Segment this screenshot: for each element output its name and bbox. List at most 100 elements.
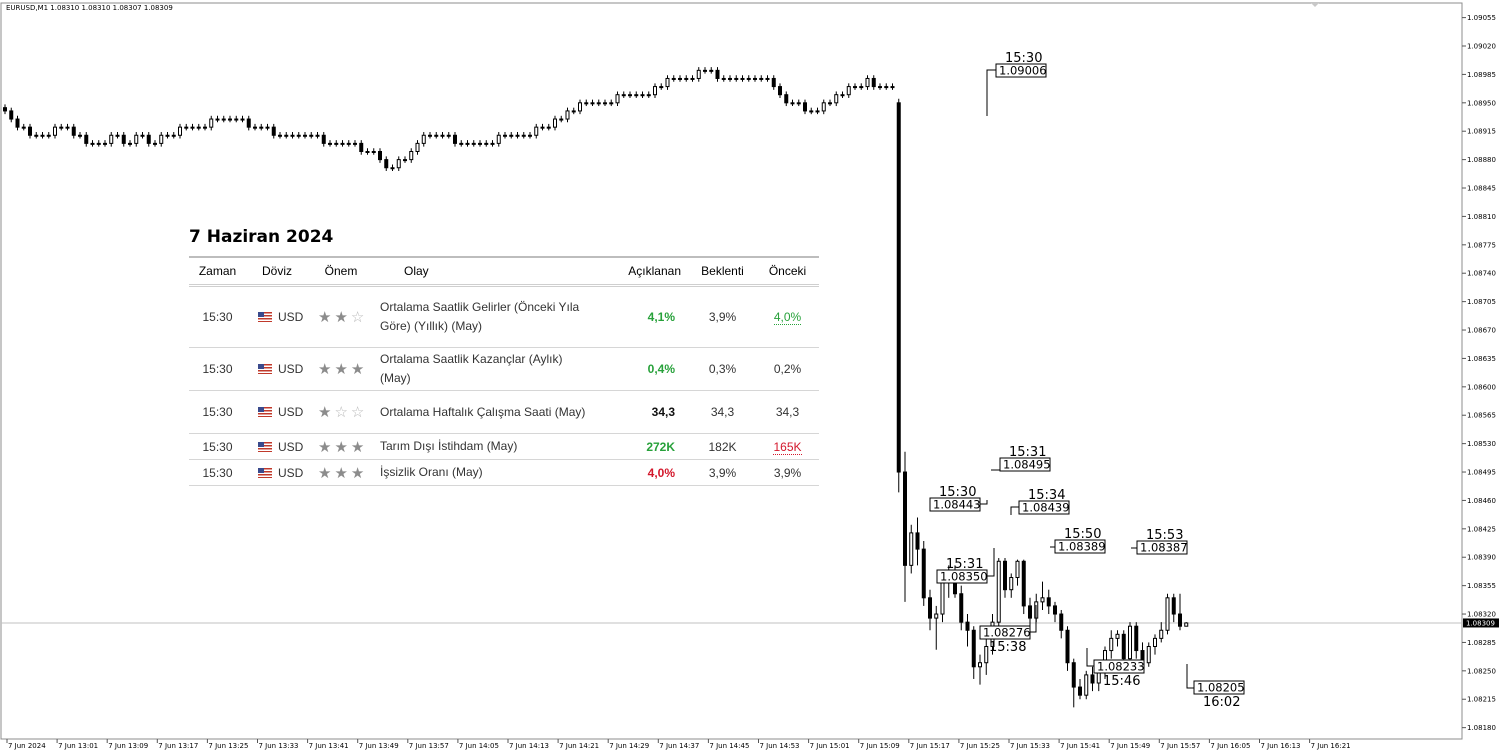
candle-body [746, 77, 751, 80]
candle-body [1153, 637, 1157, 647]
event-time: 15:30 [189, 347, 246, 391]
importance-stars: ★★★ [308, 459, 374, 486]
candle-body [146, 134, 151, 144]
candle-body [65, 126, 70, 129]
calendar-row[interactable]: 15:30 USD ★★☆ Ortalama Saatlik Gelirler (Ön… [189, 285, 819, 348]
candle-body [271, 126, 276, 136]
candle-body [84, 134, 89, 144]
candle-body [1071, 662, 1076, 688]
candle-body [571, 110, 576, 113]
candle-body [546, 126, 551, 129]
candle-body [253, 126, 257, 129]
y-tick-label: 1.08705 [1467, 298, 1496, 306]
event-time: 15:30 [189, 390, 246, 434]
candle-body [659, 86, 664, 89]
event-forecast: 34,3 [689, 390, 756, 434]
calendar-header-row: Zaman Döviz Önem Olay Açıklanan Beklenti… [189, 256, 819, 287]
candle-body [503, 134, 507, 137]
x-tick-label: 7 Jun 15:09 [860, 742, 900, 750]
candle-body [690, 77, 695, 80]
candle-body [803, 102, 807, 112]
event-time: 15:30 [189, 433, 246, 460]
candle-body [728, 77, 732, 80]
star-filled-icon: ★ [350, 464, 368, 482]
candle-body [209, 118, 214, 128]
candle-body [1115, 633, 1120, 639]
x-tick-label: 7 Jun 15:33 [1010, 742, 1050, 750]
y-tick-label: 1.08215 [1467, 696, 1496, 704]
y-tick-label: 1.08530 [1467, 440, 1496, 448]
star-empty-icon: ☆ [350, 309, 368, 326]
candle-body [865, 77, 870, 88]
candle-body [846, 86, 851, 96]
candle-body [978, 662, 982, 668]
candle-body [1146, 645, 1151, 664]
previous-value: 4,0% [773, 310, 802, 325]
current-price-box [1463, 618, 1499, 628]
candle-body [28, 126, 32, 136]
candle-body [509, 134, 514, 137]
star-filled-icon: ★ [350, 438, 368, 456]
candle-body [734, 77, 739, 80]
candle-body [496, 134, 501, 144]
candle-body [453, 134, 457, 144]
event-actual: 272K [594, 433, 689, 460]
importance-stars: ★★★ [308, 347, 374, 391]
candle-body [290, 134, 295, 137]
calendar-row[interactable]: 15:30 USD ★★★ Tarım Dışı İstihdam (May) 272K… [189, 433, 819, 460]
candle-body [390, 167, 395, 170]
candle-body [790, 102, 795, 105]
importance-stars: ★★☆ [308, 285, 374, 348]
candle-body [903, 471, 907, 566]
candle-body [1040, 597, 1045, 603]
calendar-row[interactable]: 15:30 USD ★★★ Ortalama Saatlik Kazançlar (A… [189, 347, 819, 391]
candle-body [603, 102, 607, 105]
candle-body [221, 118, 226, 121]
candle-body [528, 134, 532, 137]
y-tick-label: 1.08635 [1467, 355, 1496, 363]
candle-body [965, 621, 970, 631]
calendar-row[interactable]: 15:30 USD ★★★ İşsizlik Oranı (May) 4,0% 3,9% 3… [189, 459, 819, 486]
candle-body [246, 118, 251, 128]
candle-body [515, 134, 520, 137]
candle-body [353, 142, 357, 145]
event-name: Tarım Dışı İstihdam (May) [374, 433, 594, 460]
annotation-time: 15:31 [1009, 445, 1046, 460]
x-tick-label: 7 Jun 14:45 [709, 742, 749, 750]
event-previous: 0,2% [756, 347, 819, 391]
candle-body [665, 77, 670, 88]
candle-body [971, 629, 976, 668]
annotation-price: 1.08205 [1197, 681, 1245, 695]
x-tick-label: 7 Jun 14:13 [509, 742, 549, 750]
x-tick-label: 7 Jun 16:13 [1261, 742, 1301, 750]
previous-value: 165K [773, 439, 802, 455]
x-tick-label: 7 Jun 13:49 [359, 742, 399, 750]
candle-body [3, 107, 7, 112]
col-aciklanan: Açıklanan [594, 256, 689, 287]
annotation-time: 15:38 [989, 640, 1026, 655]
annotation-time: 16:02 [1203, 695, 1240, 710]
x-tick-label: 7 Jun 13:17 [158, 742, 198, 750]
candle-body [1178, 613, 1182, 627]
calendar-row[interactable]: 15:30 USD ★☆☆ Ortalama Haftalık Çalışma Saa… [189, 390, 819, 434]
candle-body [778, 86, 782, 96]
us-flag-icon [258, 441, 272, 452]
candle-body [853, 86, 857, 89]
star-filled-icon: ★ [334, 464, 351, 482]
candle-body [59, 126, 64, 129]
y-tick-label: 1.08600 [1467, 383, 1496, 391]
candle-body [596, 102, 601, 105]
candle-body [684, 77, 689, 80]
candle-body [96, 142, 101, 145]
candle-body [1121, 633, 1126, 660]
annotation-price: 1.09006 [999, 64, 1047, 78]
candle-body [359, 142, 364, 152]
y-tick-label: 1.08985 [1467, 71, 1496, 79]
candle-body [109, 134, 114, 144]
candle-body [346, 142, 351, 145]
currency-code: USD [278, 362, 304, 376]
candle-body [815, 110, 820, 113]
candle-body [765, 77, 770, 80]
x-tick-label: 7 Jun 15:41 [1060, 742, 1100, 750]
